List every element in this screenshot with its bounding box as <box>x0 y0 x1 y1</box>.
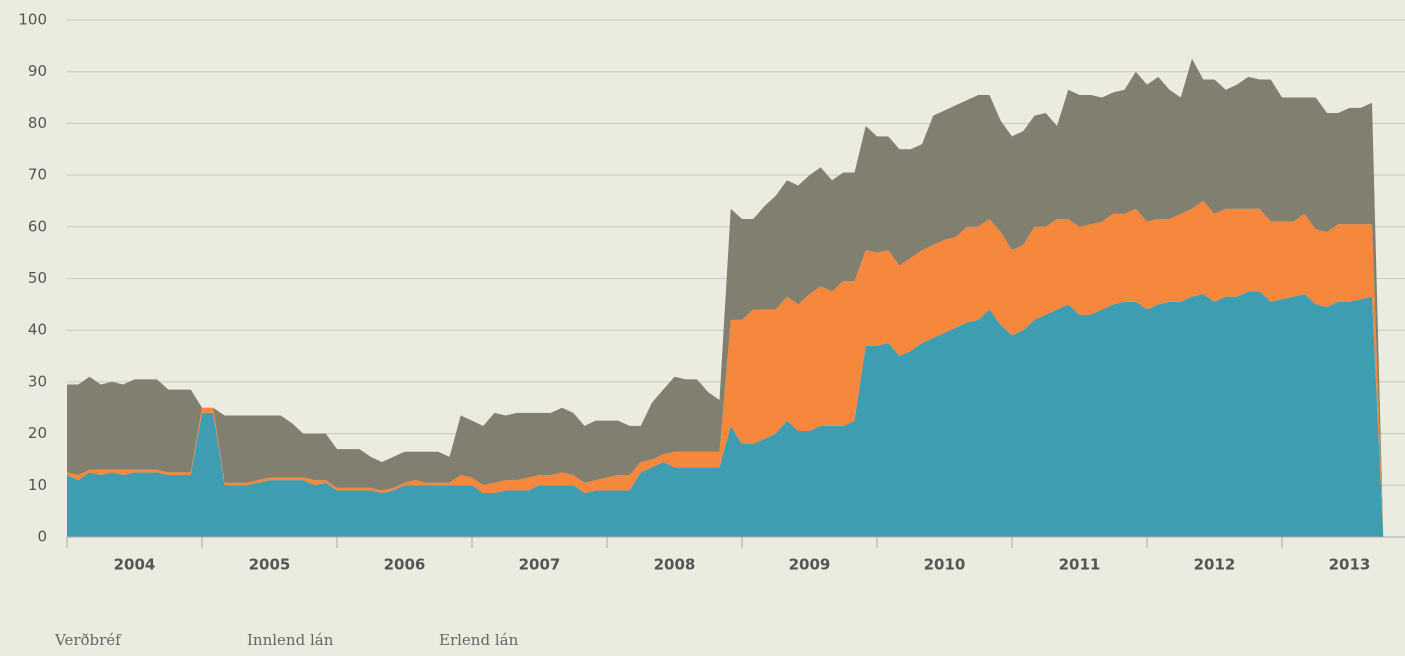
y-tick-label: 10 <box>28 476 47 494</box>
x-tick-label: 2012 <box>1194 556 1236 574</box>
y-tick-label: 60 <box>28 217 47 235</box>
legend-label: Erlend lán <box>439 631 519 649</box>
area <box>67 200 1384 537</box>
x-tick-label: 2005 <box>249 556 291 574</box>
y-tick-label: 90 <box>28 62 47 80</box>
legend-label: Innlend lán <box>247 631 334 649</box>
y-tick-label: 80 <box>28 114 47 132</box>
x-tick-label: 2006 <box>384 556 426 574</box>
y-tick-label: 0 <box>37 528 47 546</box>
y-tick-label: 20 <box>28 424 47 442</box>
x-tick-label: 2010 <box>924 556 966 574</box>
x-tick-label: 2009 <box>789 556 831 574</box>
x-tick-label: 2013 <box>1329 556 1371 574</box>
x-tick-label: 2007 <box>519 556 561 574</box>
y-tick-label: 100 <box>18 11 47 29</box>
x-tick-label: 2004 <box>114 556 156 574</box>
x-tick-label: 2011 <box>1059 556 1101 574</box>
area <box>67 291 1384 537</box>
y-tick-label: 50 <box>28 269 47 287</box>
legend-label: Verðbréf <box>54 631 122 649</box>
y-tick-label: 70 <box>28 166 47 184</box>
y-tick-label: 40 <box>28 321 47 339</box>
area <box>67 58 1384 538</box>
y-tick-label: 30 <box>28 372 47 390</box>
x-tick-label: 2008 <box>654 556 696 574</box>
